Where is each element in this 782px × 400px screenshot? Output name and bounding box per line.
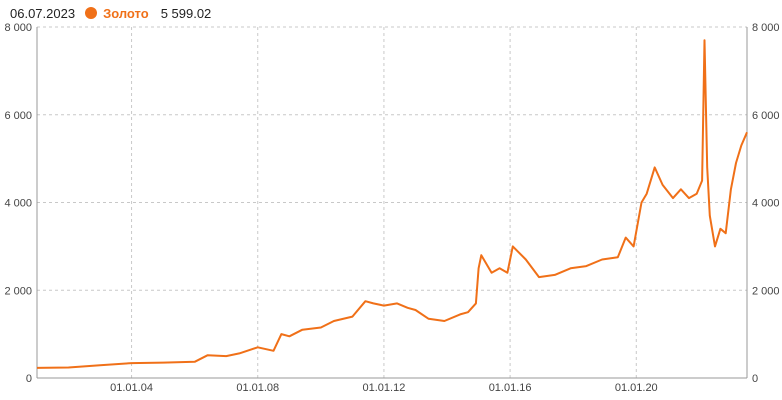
- y-tick-label-right: 0: [752, 373, 758, 385]
- chart-legend: 06.07.2023 Золото 5 599.02: [10, 4, 211, 22]
- x-tick-label: 01.01.12: [363, 382, 406, 394]
- legend-series-name: Золото: [103, 5, 149, 21]
- y-tick-label-left: 6 000: [4, 110, 32, 122]
- y-tick-label-left: 8 000: [4, 22, 32, 34]
- y-tick-label-right: 8 000: [752, 22, 780, 34]
- x-tick-label: 01.01.16: [489, 382, 532, 394]
- y-tick-label-left: 2 000: [4, 285, 32, 297]
- x-tick-label: 01.01.04: [110, 382, 153, 394]
- x-tick-label: 01.01.20: [615, 382, 658, 394]
- y-tick-label-left: 0: [26, 373, 32, 385]
- x-tick-label: 01.01.08: [236, 382, 279, 394]
- legend-series-dot: [85, 7, 98, 19]
- y-tick-label-right: 6 000: [752, 110, 780, 122]
- legend-series-value: 5 599.02: [160, 5, 212, 21]
- y-tick-label-right: 4 000: [752, 198, 780, 210]
- legend-date: 06.07.2023: [10, 5, 76, 21]
- y-tick-label-right: 2 000: [752, 285, 780, 297]
- y-tick-label-left: 4 000: [4, 198, 32, 210]
- series-line-gold: [36, 39, 748, 369]
